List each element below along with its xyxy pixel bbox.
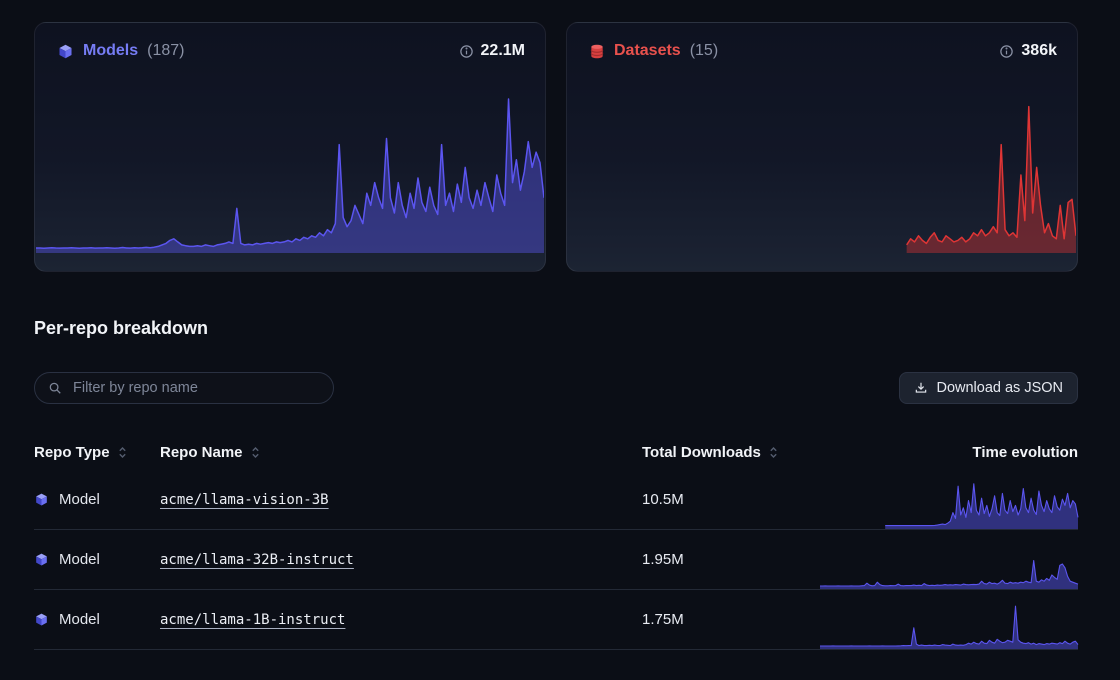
repo-name-link[interactable]: acme/llama-vision-3B — [160, 492, 329, 508]
column-header-repo-name[interactable]: Repo Name — [160, 444, 642, 461]
models-card-count: (187) — [147, 42, 184, 60]
repo-name-link[interactable]: acme/llama-1B-instruct — [160, 612, 345, 628]
repo-type-label: Model — [59, 551, 100, 568]
datasets-card-title: Datasets — [614, 42, 681, 60]
datasets-card: Datasets (15) 386k — [566, 22, 1078, 272]
repo-type-cell: Model — [34, 611, 160, 628]
repo-filter[interactable] — [34, 372, 334, 404]
total-downloads-value: 10.5M — [642, 491, 820, 508]
cube-icon — [34, 492, 49, 507]
repo-type-label: Model — [59, 611, 100, 628]
download-icon — [914, 381, 928, 395]
models-card: Models (187) 22.1M — [34, 22, 546, 272]
info-icon[interactable] — [999, 44, 1014, 59]
repo-filter-input[interactable] — [71, 379, 320, 397]
per-repo-table: Repo Type Repo Name Total Downloads — [34, 434, 1078, 650]
summary-cards: Models (187) 22.1M — [0, 0, 1120, 272]
download-json-label: Download as JSON — [936, 380, 1063, 396]
time-evolution-sparkline — [820, 590, 1078, 649]
column-header-total-downloads[interactable]: Total Downloads — [642, 444, 820, 461]
table-header-row: Repo Type Repo Name Total Downloads — [34, 434, 1078, 470]
search-icon — [48, 381, 62, 395]
repo-type-label: Model — [59, 491, 100, 508]
datasets-card-count: (15) — [690, 42, 718, 60]
models-total-downloads: 22.1M — [481, 42, 525, 60]
cube-icon — [34, 552, 49, 567]
table-row: Model acme/llama-vision-3B 10.5M — [34, 470, 1078, 530]
cube-icon — [57, 43, 74, 60]
total-downloads-value: 1.75M — [642, 611, 820, 628]
repo-type-cell: Model — [34, 551, 160, 568]
page-title: Per-repo breakdown — [34, 318, 1120, 339]
info-icon[interactable] — [459, 44, 474, 59]
models-downloads-chart — [36, 95, 544, 253]
table-row: Model acme/llama-1B-instruct 1.75M — [34, 590, 1078, 650]
sort-icon[interactable] — [769, 445, 778, 460]
table-row: Model acme/llama-32B-instruct 1.95M — [34, 530, 1078, 590]
sort-icon[interactable] — [251, 445, 260, 460]
models-card-title: Models — [83, 42, 138, 60]
table-controls: Download as JSON — [34, 372, 1078, 404]
total-downloads-value: 1.95M — [642, 551, 820, 568]
datasets-card-header: Datasets (15) 386k — [567, 23, 1077, 60]
repo-name-link[interactable]: acme/llama-32B-instruct — [160, 552, 354, 568]
column-header-time-evolution: Time evolution — [820, 444, 1078, 461]
download-json-button[interactable]: Download as JSON — [899, 372, 1078, 404]
repo-type-cell: Model — [34, 491, 160, 508]
models-card-header: Models (187) 22.1M — [35, 23, 545, 60]
time-evolution-sparkline — [820, 470, 1078, 529]
column-header-repo-type[interactable]: Repo Type — [34, 444, 160, 461]
cube-icon — [34, 612, 49, 627]
time-evolution-sparkline — [820, 530, 1078, 589]
datasets-downloads-chart — [568, 95, 1076, 253]
sort-icon[interactable] — [118, 445, 127, 460]
datasets-total-downloads: 386k — [1021, 42, 1057, 60]
database-icon — [589, 43, 605, 60]
